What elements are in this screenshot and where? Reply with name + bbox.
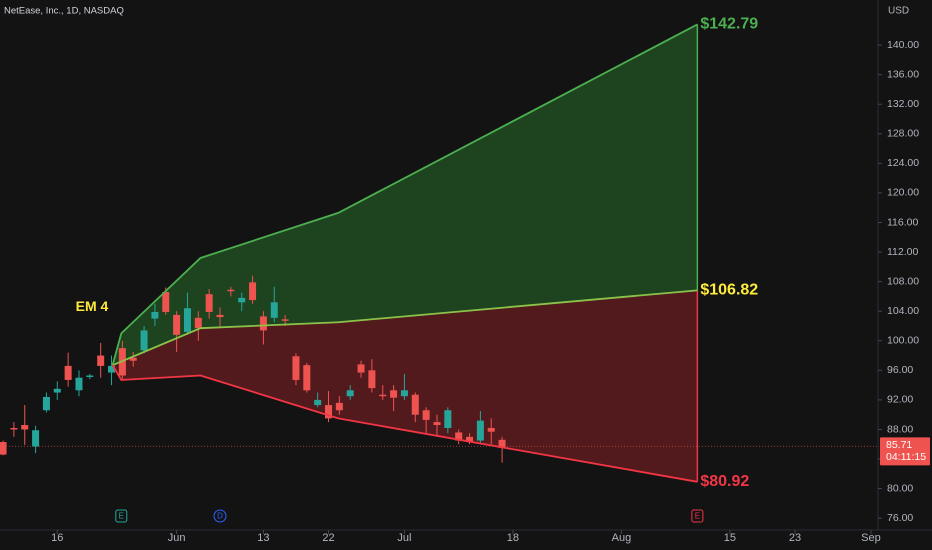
x-tick-label: Jul: [397, 532, 411, 544]
y-tick-label: 116.00: [887, 216, 918, 228]
candle-body: [411, 394, 419, 415]
candle-body: [151, 311, 159, 319]
chart-title: NetEase, Inc., 1D, NASDAQ: [4, 6, 124, 17]
candle-body: [335, 402, 343, 411]
candle-body: [455, 432, 463, 441]
y-tick-label: 132.00: [887, 98, 919, 110]
y-tick-label: 120.00: [887, 187, 919, 199]
candle-body: [259, 316, 267, 331]
candle-body: [64, 365, 72, 380]
x-tick-label: 16: [51, 532, 63, 544]
candle-body: [108, 365, 116, 373]
price-badge: [880, 437, 930, 466]
x-tick-label: 22: [322, 532, 334, 544]
candle-body: [270, 302, 278, 318]
candle-body: [0, 442, 7, 455]
candle-body: [357, 364, 365, 373]
candle-body: [325, 405, 333, 419]
y-tick-label: 76.00: [887, 512, 913, 524]
candle-body: [194, 317, 202, 329]
candle-body: [422, 410, 430, 420]
candle-body: [216, 314, 224, 318]
y-tick-label: 140.00: [887, 39, 919, 51]
candle-body: [498, 439, 506, 448]
candle-body: [487, 427, 495, 432]
x-tick-label: 23: [789, 532, 801, 544]
y-tick-label: 108.00: [887, 275, 919, 287]
event-label: E: [119, 512, 124, 521]
x-tick-label: 15: [724, 532, 736, 544]
candle-body: [97, 355, 105, 366]
candle-body: [476, 420, 484, 441]
candle-body: [292, 356, 300, 380]
cone-upper: [111, 23, 698, 366]
y-tick-label: 92.00: [887, 394, 913, 406]
candle-body: [303, 365, 311, 391]
cone-middle: [112, 289, 698, 366]
y-tick-label: 104.00: [887, 305, 919, 317]
candle-body: [390, 390, 398, 398]
cone-label: $80.92: [700, 473, 749, 490]
candle-body: [281, 319, 289, 321]
candle-body: [249, 282, 257, 301]
candle-body: [42, 396, 50, 411]
x-tick-label: 18: [507, 532, 519, 544]
candle-body: [379, 394, 387, 397]
y-tick-label: 100.00: [887, 335, 919, 347]
candle-body: [140, 330, 148, 351]
candle-body: [466, 436, 474, 443]
y-tick-label: 124.00: [887, 157, 919, 169]
cone-lower: [111, 364, 698, 483]
candle-body: [75, 377, 83, 391]
candle-body: [205, 294, 213, 312]
y-tick-label: 80.00: [887, 482, 913, 494]
candle-body: [53, 388, 61, 393]
event-label: E: [695, 512, 700, 521]
x-tick-label: Jun: [168, 532, 186, 544]
lower-zone: [112, 290, 698, 482]
cone-label: $142.79: [700, 16, 758, 33]
x-tick-label: Aug: [612, 532, 632, 544]
x-tick-label: 13: [257, 532, 269, 544]
candle-body: [86, 375, 94, 377]
y-tick-label: 128.00: [887, 128, 919, 140]
y-tick-label: 88.00: [887, 423, 913, 435]
upper-zone: [112, 24, 698, 366]
price-badge-countdown: 04:11:15: [886, 451, 926, 463]
candle-body: [346, 390, 354, 397]
candle-body: [227, 289, 235, 292]
price-badge-value: 85.71: [886, 439, 912, 451]
candle-body: [238, 297, 246, 303]
event-label: D: [217, 512, 223, 521]
x-tick-label: Sep: [861, 532, 881, 544]
candle-body: [433, 422, 441, 426]
y-tick-label: 112.00: [887, 246, 918, 258]
event-icon: [213, 509, 227, 523]
candle-body: [368, 370, 376, 389]
cone-label: $106.82: [700, 282, 758, 299]
annotation: EM 4: [76, 298, 109, 314]
candle-body: [183, 308, 191, 332]
candle-body: [21, 425, 29, 430]
candle-body: [32, 430, 40, 447]
candle-body: [444, 410, 452, 428]
candle-body: [129, 357, 137, 361]
candle-body: [173, 314, 181, 335]
y-tick-label: 136.00: [887, 68, 919, 80]
candle-body: [314, 399, 322, 406]
event-icon: [115, 509, 128, 523]
candle-body: [400, 390, 408, 397]
event-icon: [691, 509, 704, 523]
currency: USD: [888, 6, 909, 17]
candle-body: [10, 427, 18, 430]
y-tick-label: 96.00: [887, 364, 913, 376]
candle-body: [162, 291, 170, 312]
